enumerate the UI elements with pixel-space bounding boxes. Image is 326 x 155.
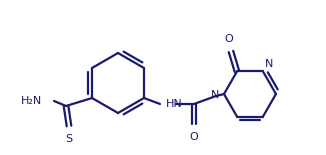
Text: O: O (190, 132, 198, 142)
Text: HN: HN (166, 99, 183, 109)
Text: S: S (66, 134, 73, 144)
Text: H₂N: H₂N (21, 96, 42, 106)
Text: O: O (225, 34, 233, 44)
Text: N: N (211, 90, 219, 100)
Text: N: N (265, 60, 274, 69)
